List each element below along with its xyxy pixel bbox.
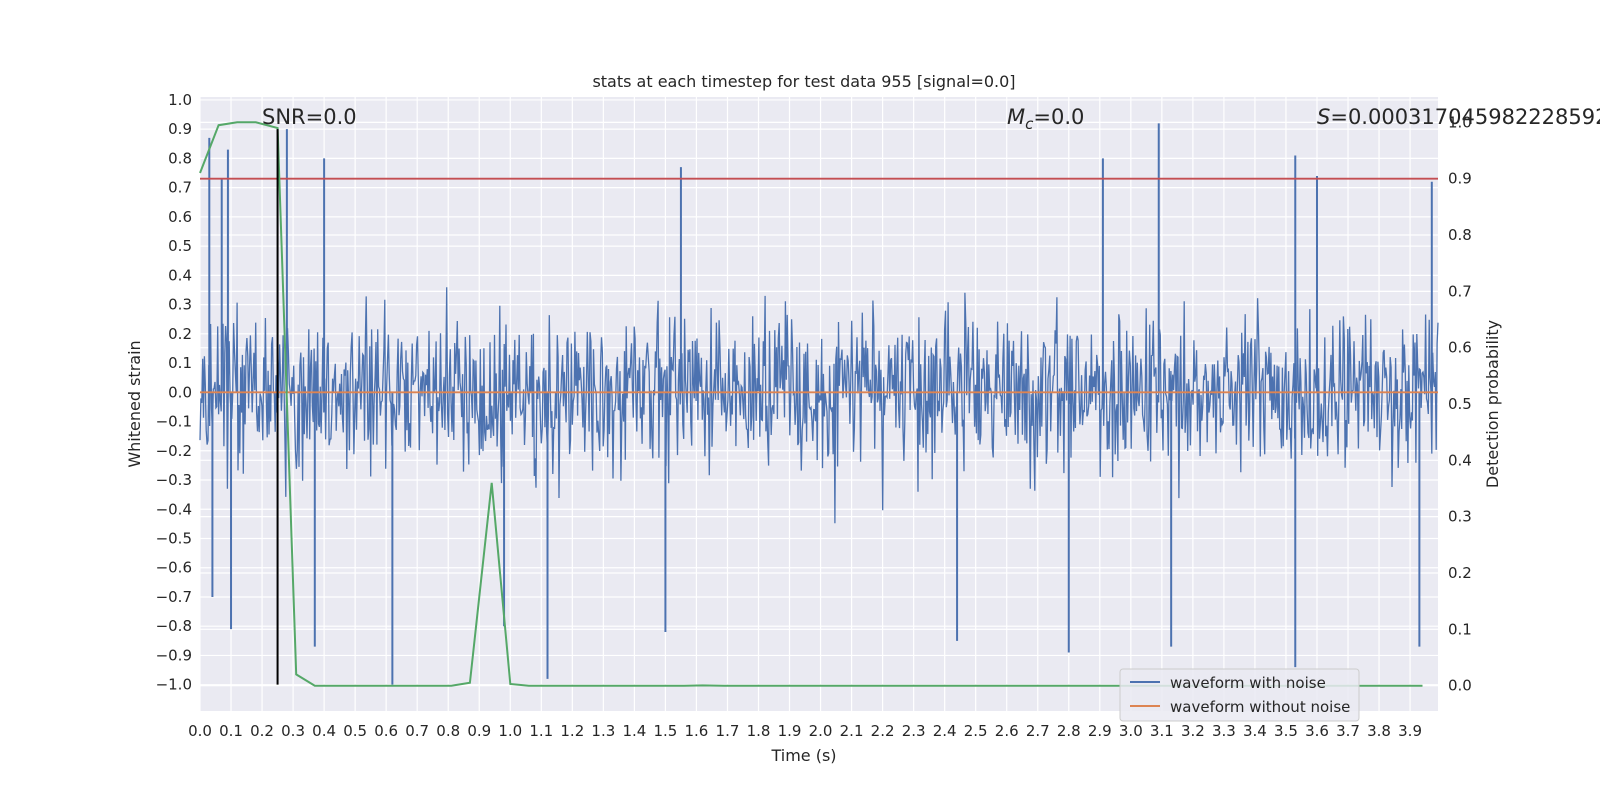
y-tick-label: 0.0	[168, 383, 192, 401]
y2-axis-ticks: 1.0 0.9 0.8 0.7 0.6 0.5 0.4 0.3 0.2 0.1 0.0	[1448, 113, 1472, 694]
y-tick-label: −0.5	[156, 529, 192, 547]
x-tick-label: 1.0	[498, 722, 522, 740]
x-tick-label: 2.8	[1057, 722, 1081, 740]
y2-tick-label: 0.0	[1448, 677, 1472, 695]
x-tick-label: 1.8	[747, 722, 771, 740]
x-tick-label: 3.8	[1367, 722, 1391, 740]
y-tick-label: −0.8	[156, 617, 192, 635]
chart-title: stats at each timestep for test data 955…	[592, 72, 1015, 91]
x-tick-label: 2.6	[995, 722, 1019, 740]
y-tick-label: 1.0	[168, 91, 192, 109]
y-axis-ticks: 1.0 0.9 0.8 0.7 0.6 0.5 0.4 0.3 0.2 0.1 0.0 −0.1 −0.…	[156, 91, 192, 694]
y-tick-label: 0.3	[168, 296, 192, 314]
x-tick-label: 2.1	[840, 722, 864, 740]
x-tick-label: 3.7	[1336, 722, 1360, 740]
x-tick-label: 2.4	[933, 722, 957, 740]
y-tick-label: −1.0	[156, 676, 192, 694]
x-tick-label: 2.9	[1088, 722, 1112, 740]
y-tick-label: −0.9	[156, 646, 192, 664]
x-tick-label: 3.5	[1274, 722, 1298, 740]
y-tick-label: 0.5	[168, 237, 192, 255]
y2-tick-label: 0.8	[1448, 226, 1472, 244]
y2-tick-label: 0.5	[1448, 395, 1472, 413]
legend-box	[1119, 668, 1360, 722]
x-tick-label: 3.3	[1212, 722, 1236, 740]
x-tick-label: 3.9	[1398, 722, 1422, 740]
y-tick-label: −0.7	[156, 588, 192, 606]
x-tick-label: 1.9	[778, 722, 802, 740]
y2-tick-label: 0.3	[1448, 508, 1472, 526]
y-tick-label: −0.4	[156, 500, 192, 518]
x-tick-label: 1.6	[685, 722, 709, 740]
y2-tick-label: 0.4	[1448, 451, 1472, 469]
y-tick-label: 0.9	[168, 120, 192, 138]
y-tick-label: −0.1	[156, 413, 192, 431]
x-tick-label: 0.7	[405, 722, 429, 740]
x-tick-label: 2.3	[902, 722, 926, 740]
y-tick-label: −0.3	[156, 471, 192, 489]
y-axis-label: Whitened strain	[125, 340, 144, 467]
y2-tick-label: 1.0	[1448, 113, 1472, 131]
x-tick-label: 3.4	[1243, 722, 1267, 740]
y-tick-label: 0.6	[168, 208, 192, 226]
x-tick-label: 2.2	[871, 722, 895, 740]
x-tick-label: 1.7	[716, 722, 740, 740]
x-tick-label: 1.3	[591, 722, 615, 740]
noise-trace	[199, 287, 1439, 524]
x-tick-label: 0.6	[374, 722, 398, 740]
x-tick-label: 0.1	[219, 722, 243, 740]
y-tick-label: −0.2	[156, 442, 192, 460]
x-tick-label: 1.1	[529, 722, 553, 740]
chirp-mass-annotation: Mc=0.0	[1007, 105, 1084, 133]
x-tick-label: 0.4	[312, 722, 336, 740]
x-tick-label: 0.2	[250, 722, 274, 740]
legend-label-noise: waveform with noise	[1170, 674, 1326, 692]
legend: waveform with noise waveform without noi…	[1119, 668, 1360, 722]
y-tick-label: 0.2	[168, 325, 192, 343]
x-tick-label: 0.3	[281, 722, 305, 740]
y-tick-label: 0.4	[168, 266, 192, 284]
x-tick-label: 2.7	[1026, 722, 1050, 740]
series-waveform-with-noise	[199, 123, 1439, 685]
x-tick-label: 0.8	[436, 722, 460, 740]
snr-annotation: SNR=0.0	[262, 105, 357, 129]
x-tick-label: 1.5	[653, 722, 677, 740]
x-tick-label: 0.9	[467, 722, 491, 740]
x-axis-label: Time (s)	[770, 746, 836, 765]
y2-axis-label: Detection probability	[1483, 320, 1502, 488]
x-tick-label: 3.6	[1305, 722, 1329, 740]
y2-tick-label: 0.2	[1448, 564, 1472, 582]
y2-tick-label: 0.6	[1448, 339, 1472, 357]
x-tick-label: 2.5	[964, 722, 988, 740]
x-tick-label: 3.2	[1181, 722, 1205, 740]
y2-tick-label: 0.7	[1448, 282, 1472, 300]
x-axis-ticks: 0.0 0.1 0.2 0.3 0.4 0.5 0.6 0.7 0.8 0.9 1.0 1.1 1.2 1…	[188, 722, 1422, 740]
legend-label-clean: waveform without noise	[1170, 698, 1350, 716]
x-tick-label: 3.0	[1119, 722, 1143, 740]
x-tick-label: 3.1	[1150, 722, 1174, 740]
s-annotation: S=0.000317045982228592	[1317, 105, 1600, 129]
y-tick-label: 0.7	[168, 179, 192, 197]
x-tick-label: 0.0	[188, 722, 212, 740]
y2-tick-label: 0.1	[1448, 620, 1472, 638]
y-tick-label: 0.1	[168, 354, 192, 372]
x-tick-label: 1.2	[560, 722, 584, 740]
x-tick-label: 1.4	[622, 722, 646, 740]
x-tick-label: 0.5	[343, 722, 367, 740]
y-tick-label: 0.8	[168, 149, 192, 167]
x-tick-label: 2.0	[809, 722, 833, 740]
y-tick-label: −0.6	[156, 559, 192, 577]
y2-tick-label: 0.9	[1448, 170, 1472, 188]
